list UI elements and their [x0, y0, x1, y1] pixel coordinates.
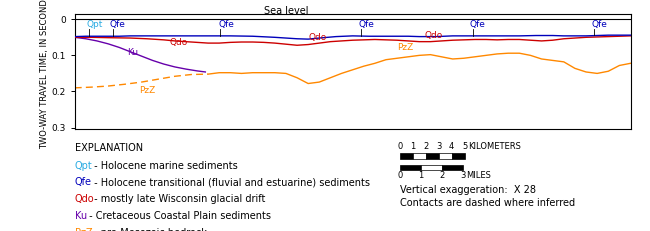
Text: - mostly late Wisconsin glacial drift: - mostly late Wisconsin glacial drift	[91, 194, 266, 204]
Text: A’: A’	[633, 0, 644, 2]
Text: 1: 1	[418, 171, 423, 180]
Text: Qfe: Qfe	[75, 177, 92, 187]
Text: 4: 4	[449, 142, 454, 151]
Text: 0: 0	[397, 171, 402, 180]
Text: 2: 2	[423, 142, 428, 151]
Text: Qfe: Qfe	[358, 20, 374, 29]
Text: Qdo: Qdo	[169, 38, 187, 47]
Text: 3: 3	[436, 142, 441, 151]
Text: Sea level: Sea level	[264, 6, 308, 16]
Text: Qpt: Qpt	[87, 20, 103, 29]
Text: MILES: MILES	[466, 171, 491, 180]
Text: PzZ: PzZ	[138, 86, 155, 95]
Text: Qfe: Qfe	[469, 20, 485, 29]
Text: Qpt: Qpt	[75, 161, 92, 170]
Text: PzZ: PzZ	[75, 228, 92, 231]
Text: - Holocene transitional (fluvial and estuarine) sediments: - Holocene transitional (fluvial and est…	[91, 177, 370, 187]
Text: A: A	[64, 0, 72, 2]
Text: 0: 0	[397, 142, 402, 151]
Text: Ku: Ku	[75, 211, 87, 221]
Text: EXPLANATION: EXPLANATION	[75, 143, 143, 153]
Text: PzZ: PzZ	[397, 43, 413, 52]
Text: Ku: Ku	[127, 48, 138, 57]
Text: Vertical exaggeration:  X 28: Vertical exaggeration: X 28	[400, 185, 536, 195]
Text: Qfe: Qfe	[110, 20, 125, 29]
Text: 5: 5	[462, 142, 467, 151]
Text: SW: SW	[79, 0, 95, 2]
Text: KILOMETERS: KILOMETERS	[468, 142, 521, 151]
Text: 2: 2	[439, 171, 444, 180]
Text: NE: NE	[603, 0, 617, 2]
Text: Qfe: Qfe	[592, 20, 608, 29]
Text: 3: 3	[460, 171, 465, 180]
Text: - pre-Mesozoic bedrock: - pre-Mesozoic bedrock	[91, 228, 207, 231]
Text: - Cretaceous Coastal Plain sediments: - Cretaceous Coastal Plain sediments	[86, 211, 271, 221]
Y-axis label: TWO-WAY TRAVEL TIME, IN SECONDS: TWO-WAY TRAVEL TIME, IN SECONDS	[40, 0, 49, 149]
Text: Qdo: Qdo	[425, 31, 443, 40]
Text: - Holocene marine sediments: - Holocene marine sediments	[91, 161, 238, 170]
Text: Qdo: Qdo	[308, 33, 326, 42]
Text: 1: 1	[410, 142, 415, 151]
Text: Contacts are dashed where inferred: Contacts are dashed where inferred	[400, 198, 575, 207]
Text: Qdo: Qdo	[75, 194, 94, 204]
Text: Qfe: Qfe	[218, 20, 234, 29]
